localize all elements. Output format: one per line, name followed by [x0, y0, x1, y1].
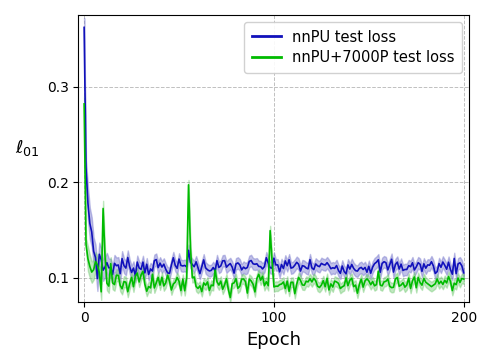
X-axis label: Epoch: Epoch — [246, 331, 302, 349]
Y-axis label: $\ell_{01}$: $\ell_{01}$ — [15, 138, 39, 158]
Legend: nnPU test loss, nnPU+7000P test loss: nnPU test loss, nnPU+7000P test loss — [244, 22, 462, 73]
